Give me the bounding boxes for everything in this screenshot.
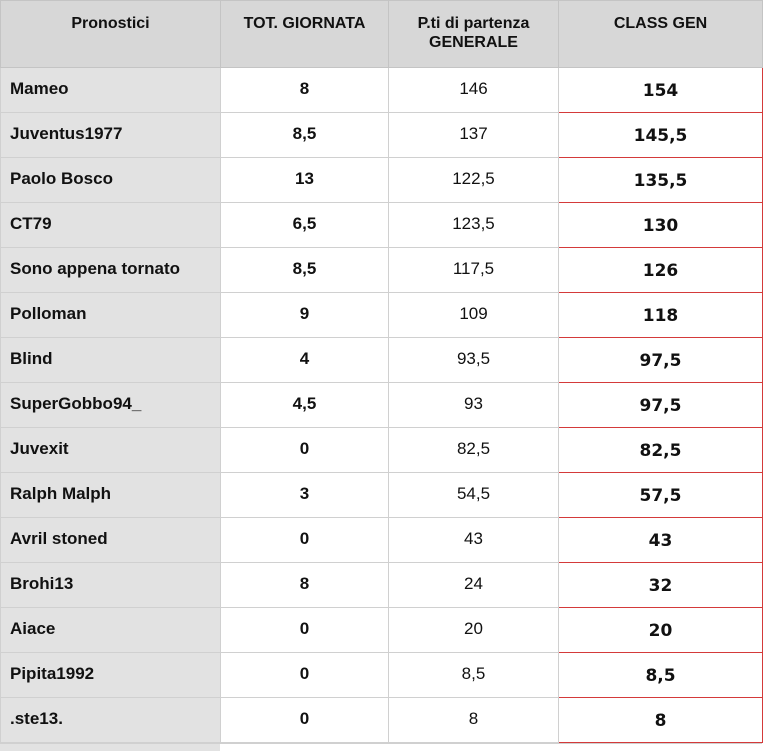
player-name-cell: Brohi13 <box>0 562 221 608</box>
table-row: Aiace 0 20 20 <box>0 607 763 653</box>
table-row: Paolo Bosco 13 122,5 135,5 <box>0 157 763 203</box>
overall-total-cell: 8 <box>558 697 763 743</box>
player-name-cell: Aiace <box>0 607 221 653</box>
day-total-cell: 0 <box>220 607 389 653</box>
player-name-cell: Mameo <box>0 67 221 113</box>
start-points-cell: 24 <box>388 562 559 608</box>
table-row: Ralph Malph 3 54,5 57,5 <box>0 472 763 518</box>
start-points-cell: 82,5 <box>388 427 559 473</box>
table-row: Juvexit 0 82,5 82,5 <box>0 427 763 473</box>
table-row: Brohi13 8 24 32 <box>0 562 763 608</box>
overall-total-cell: 135,5 <box>558 157 763 203</box>
day-total-cell: 4 <box>220 337 389 383</box>
day-total-cell: 3 <box>220 472 389 518</box>
table-row: Avril stoned 0 43 43 <box>0 517 763 563</box>
player-name-cell: Juventus1977 <box>0 112 221 158</box>
start-points-cell: 117,5 <box>388 247 559 293</box>
table-bottom-edge <box>0 743 762 751</box>
start-points-cell: 20 <box>388 607 559 653</box>
table-row: Mameo 8 146 154 <box>0 67 763 113</box>
start-points-cell: 8,5 <box>388 652 559 698</box>
player-name-cell: CT79 <box>0 202 221 248</box>
day-total-cell: 0 <box>220 427 389 473</box>
overall-total-cell: 145,5 <box>558 112 763 158</box>
start-points-cell: 8 <box>388 697 559 743</box>
overall-total-cell: 43 <box>558 517 763 563</box>
table-row: Blind 4 93,5 97,5 <box>0 337 763 383</box>
overall-total-cell: 97,5 <box>558 382 763 428</box>
header-row: Pronostici TOT. GIORNATA P.ti di partenz… <box>0 0 763 68</box>
table-row: CT79 6,5 123,5 130 <box>0 202 763 248</box>
day-total-cell: 8,5 <box>220 112 389 158</box>
day-total-cell: 8 <box>220 67 389 113</box>
player-name-cell: Juvexit <box>0 427 221 473</box>
overall-total-cell: 97,5 <box>558 337 763 383</box>
player-name-cell: SuperGobbo94_ <box>0 382 221 428</box>
start-points-cell: 123,5 <box>388 202 559 248</box>
overall-total-cell: 57,5 <box>558 472 763 518</box>
player-name-cell: Polloman <box>0 292 221 338</box>
table-bottom-edge-name-cell <box>0 744 220 751</box>
overall-total-cell: 154 <box>558 67 763 113</box>
overall-total-cell: 126 <box>558 247 763 293</box>
overall-total-cell: 20 <box>558 607 763 653</box>
start-points-cell: 122,5 <box>388 157 559 203</box>
header-pronostici: Pronostici <box>0 0 221 68</box>
overall-total-cell: 130 <box>558 202 763 248</box>
table-row: .ste13. 0 8 8 <box>0 697 763 743</box>
day-total-cell: 13 <box>220 157 389 203</box>
header-tot-giornata: TOT. GIORNATA <box>220 0 389 68</box>
day-total-cell: 9 <box>220 292 389 338</box>
player-name-cell: Pipita1992 <box>0 652 221 698</box>
table-row: Polloman 9 109 118 <box>0 292 763 338</box>
header-start-points-line2: GENERALE <box>429 34 518 51</box>
table-row: Pipita1992 0 8,5 8,5 <box>0 652 763 698</box>
overall-total-cell: 118 <box>558 292 763 338</box>
start-points-cell: 54,5 <box>388 472 559 518</box>
day-total-cell: 4,5 <box>220 382 389 428</box>
start-points-cell: 93 <box>388 382 559 428</box>
table-body: Mameo 8 146 154 Juventus1977 8,5 137 145,5 Paolo… <box>0 67 763 743</box>
player-name-cell: Sono appena tornato <box>0 247 221 293</box>
player-name-cell: Blind <box>0 337 221 383</box>
player-name-cell: Avril stoned <box>0 517 221 563</box>
player-name-cell: .ste13. <box>0 697 221 743</box>
table-row: SuperGobbo94_ 4,5 93 97,5 <box>0 382 763 428</box>
day-total-cell: 0 <box>220 517 389 563</box>
header-class-gen: CLASS GEN <box>558 0 763 68</box>
start-points-cell: 137 <box>388 112 559 158</box>
day-total-cell: 0 <box>220 652 389 698</box>
start-points-cell: 43 <box>388 517 559 563</box>
start-points-cell: 109 <box>388 292 559 338</box>
overall-total-cell: 32 <box>558 562 763 608</box>
table-row: Juventus1977 8,5 137 145,5 <box>0 112 763 158</box>
player-name-cell: Paolo Bosco <box>0 157 221 203</box>
overall-total-cell: 8,5 <box>558 652 763 698</box>
overall-total-cell: 82,5 <box>558 427 763 473</box>
header-start-points-line1: P.ti di partenza <box>417 15 530 32</box>
start-points-cell: 93,5 <box>388 337 559 383</box>
day-total-cell: 8 <box>220 562 389 608</box>
table-row: Sono appena tornato 8,5 117,5 126 <box>0 247 763 293</box>
header-start-points: P.ti di partenza GENERALE <box>388 0 559 68</box>
player-name-cell: Ralph Malph <box>0 472 221 518</box>
day-total-cell: 8,5 <box>220 247 389 293</box>
day-total-cell: 6,5 <box>220 202 389 248</box>
table-header: Pronostici TOT. GIORNATA P.ti di partenz… <box>0 0 763 68</box>
start-points-cell: 146 <box>388 67 559 113</box>
day-total-cell: 0 <box>220 697 389 743</box>
